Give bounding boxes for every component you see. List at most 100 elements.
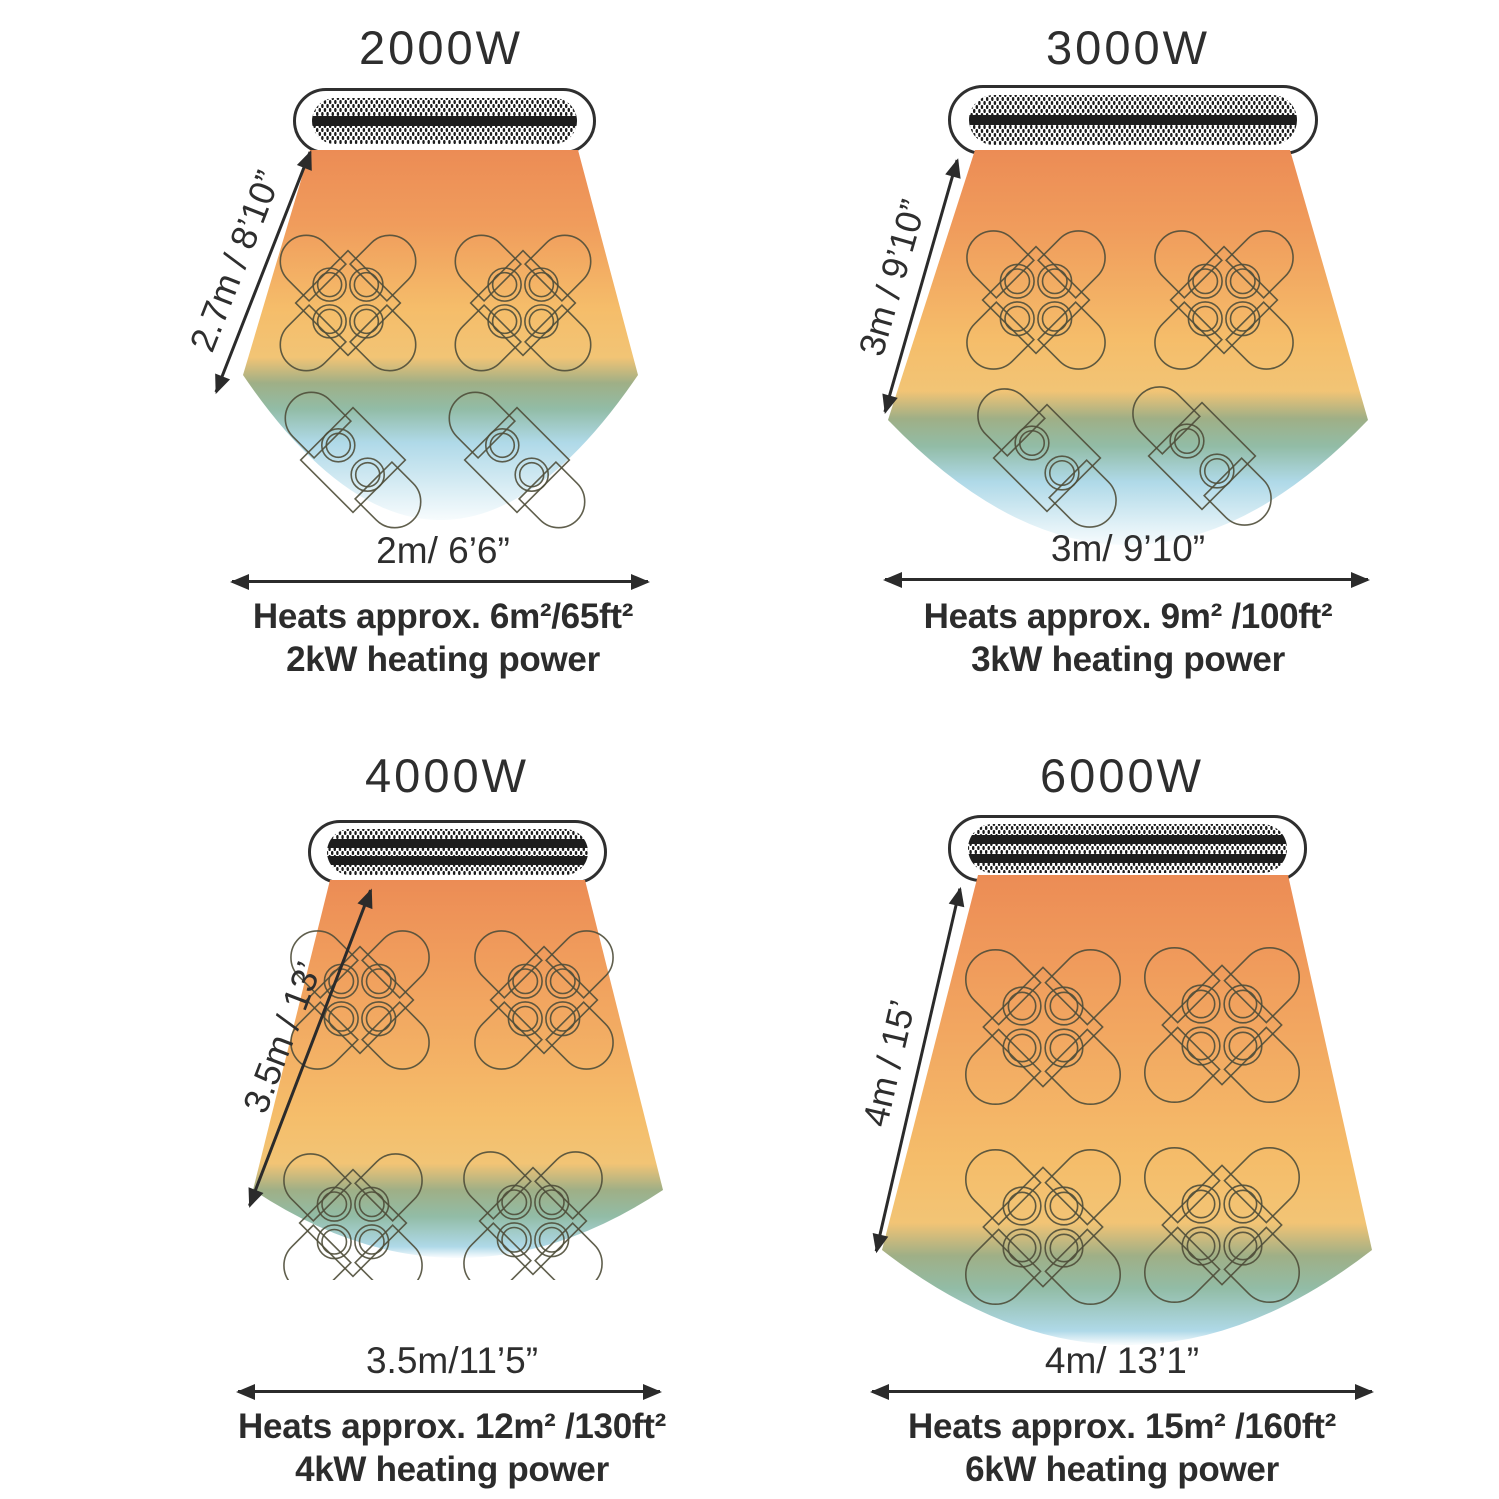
- table-group-4-seat: [1144, 947, 1300, 1103]
- chair-icon: [966, 230, 1035, 299]
- plate-icon: [1007, 1033, 1037, 1063]
- plate-icon: [1048, 459, 1076, 487]
- plate-icon: [491, 271, 518, 298]
- chair-icon: [534, 1222, 603, 1280]
- chair-icon: [361, 930, 430, 999]
- plate-icon: [1186, 1031, 1216, 1061]
- plate-icon: [1014, 425, 1050, 461]
- plate-icon: [518, 461, 545, 488]
- plate-icon: [999, 263, 1035, 299]
- chair-icon: [1223, 1147, 1300, 1224]
- plate-icon: [1007, 1233, 1037, 1263]
- chair-icon: [354, 1224, 423, 1280]
- plate-icon: [1002, 1186, 1042, 1226]
- table-group-4-seat: [463, 1151, 603, 1280]
- heat-gradient-area: [888, 150, 1368, 545]
- chair-icon: [283, 1224, 352, 1280]
- table-group-4-seat: [283, 1153, 423, 1280]
- plate-icon: [549, 1005, 576, 1032]
- chair-icon: [474, 930, 543, 999]
- plate-icon: [321, 1191, 348, 1218]
- plate-icon: [1044, 986, 1084, 1026]
- chair-icon: [523, 234, 592, 303]
- plate-icon: [312, 267, 347, 302]
- chair-icon: [523, 303, 592, 372]
- plate-icon: [512, 968, 539, 995]
- plate-icon: [501, 1189, 528, 1216]
- chair-icon: [283, 1153, 352, 1222]
- plate-icon: [353, 271, 380, 298]
- table-icon: [982, 1166, 1104, 1288]
- plate-icon: [1041, 268, 1068, 295]
- table-icon: [469, 249, 577, 357]
- plate-icon: [354, 1186, 390, 1222]
- chair-icon: [454, 234, 523, 303]
- coverage-area-text: Heats approx. 15m² /160ft²: [908, 1407, 1336, 1446]
- plate-icon: [1229, 305, 1256, 332]
- plate-icon: [354, 1224, 390, 1260]
- plate-icon: [1225, 263, 1261, 299]
- table-group-2-seat: [284, 391, 422, 529]
- chair-icon: [1223, 947, 1300, 1024]
- chair-icon: [354, 1153, 423, 1222]
- chair-icon: [474, 1001, 543, 1070]
- coverage-area-text: Heats approx. 9m² /100ft²: [923, 597, 1333, 636]
- plate-icon: [1223, 1226, 1263, 1266]
- plate-icon: [1004, 268, 1031, 295]
- table-group-4-seat: [454, 234, 592, 372]
- wattage-title: 2000W: [359, 21, 523, 74]
- table-group-2-seat: [1132, 386, 1272, 526]
- chair-icon: [1048, 459, 1117, 528]
- chair-icon: [965, 1228, 1042, 1305]
- heater-unit-icon: [308, 820, 607, 884]
- table-group-4-seat: [966, 230, 1106, 370]
- caption: Heats approx. 6m²/65ft² 2kW heating powe…: [253, 596, 633, 681]
- chair-icon: [284, 391, 353, 460]
- plate-icon: [1225, 301, 1261, 337]
- plate-icon: [1192, 268, 1219, 295]
- plate-icon: [1228, 1231, 1258, 1261]
- plate-icon: [1186, 1189, 1216, 1219]
- plate-icon: [1049, 1233, 1079, 1263]
- plate-icon: [350, 457, 386, 493]
- table-group-2-seat: [977, 388, 1117, 528]
- chair-icon: [965, 1028, 1042, 1105]
- plate-icon: [507, 963, 543, 999]
- plate-icon: [487, 267, 522, 302]
- plate-icon: [1002, 1228, 1042, 1268]
- heat-spread-cone: [205, 150, 675, 580]
- chair-icon: [1037, 301, 1106, 370]
- plate-icon: [1187, 301, 1223, 337]
- plate-icon: [325, 432, 352, 459]
- plate-icon: [999, 301, 1035, 337]
- plate-icon: [528, 271, 555, 298]
- wattage-title: 6000W: [1040, 749, 1204, 802]
- chair-icon: [977, 388, 1046, 457]
- caption: Heats approx. 15m² /160ft² 6kW heating p…: [908, 1406, 1336, 1491]
- heater-unit-icon: [948, 85, 1318, 155]
- heater-unit-icon: [948, 815, 1307, 882]
- plate-icon: [1169, 423, 1205, 459]
- table-icon: [982, 966, 1104, 1088]
- plate-icon: [487, 304, 522, 339]
- chair-icon: [1132, 386, 1201, 455]
- chair-icon: [348, 303, 417, 372]
- chair-icon: [361, 1001, 430, 1070]
- plate-icon: [1192, 305, 1219, 332]
- chair-icon: [534, 1151, 603, 1220]
- plate-icon: [321, 1228, 348, 1255]
- plate-icon: [545, 1001, 581, 1037]
- plate-icon: [1181, 1184, 1221, 1224]
- plate-icon: [316, 308, 343, 335]
- plate-icon: [1186, 1231, 1216, 1261]
- chair-icon: [448, 391, 517, 460]
- chair-icon: [1044, 1028, 1121, 1105]
- plate-icon: [524, 304, 559, 339]
- heater-mesh: [312, 98, 577, 144]
- coverage-width-arrow: [870, 1384, 1374, 1400]
- chair-icon: [463, 1222, 532, 1280]
- plate-icon: [545, 963, 581, 999]
- plate-icon: [1223, 1026, 1263, 1066]
- plate-icon: [538, 1226, 565, 1253]
